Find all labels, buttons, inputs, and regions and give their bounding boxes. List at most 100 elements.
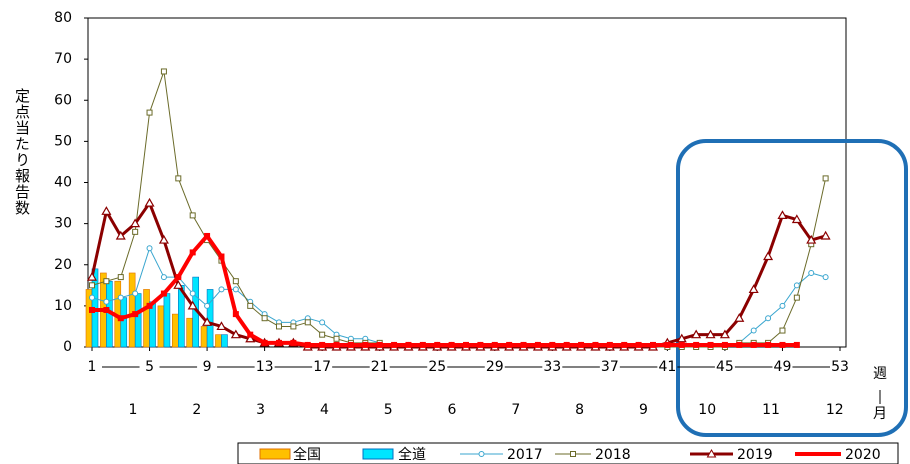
point — [678, 341, 685, 348]
legend-swatch — [362, 448, 394, 460]
point — [779, 302, 786, 309]
point — [463, 341, 469, 348]
point — [822, 274, 829, 281]
point — [793, 294, 800, 301]
point — [793, 341, 800, 348]
point — [103, 278, 110, 285]
point — [247, 331, 254, 338]
legend-label: 2017 — [507, 447, 543, 463]
bar — [172, 313, 179, 348]
point — [216, 321, 227, 331]
point — [705, 329, 716, 339]
point — [777, 210, 788, 219]
point — [146, 245, 153, 252]
y-tick-label: 50 — [54, 133, 72, 149]
point — [319, 341, 326, 348]
point — [748, 284, 759, 294]
plot-frame — [87, 17, 847, 348]
bar — [120, 297, 128, 348]
x-tick-label: 37 — [601, 359, 619, 375]
point — [820, 230, 831, 240]
point — [175, 274, 182, 281]
month-label: 1 — [129, 402, 138, 418]
point — [391, 341, 398, 348]
x-tick-label: 41 — [658, 359, 676, 375]
legend-marker — [706, 448, 717, 458]
x-tick-label: 33 — [543, 359, 561, 375]
point — [130, 218, 141, 228]
x-tick-label: 1 — [88, 359, 97, 375]
point — [806, 234, 817, 244]
point — [173, 280, 184, 289]
x-axis-label: 週 — [873, 366, 887, 382]
point — [261, 315, 268, 322]
point — [218, 253, 225, 260]
legend-label: 2018 — [595, 447, 631, 463]
month-label: 10 — [698, 402, 716, 418]
point — [822, 175, 829, 182]
bar — [221, 334, 228, 348]
point — [779, 341, 786, 348]
x-tick-label: 21 — [371, 359, 389, 375]
line — [90, 201, 827, 349]
month-label: 8 — [575, 402, 584, 418]
point — [606, 341, 613, 348]
legend-label: 2020 — [845, 447, 881, 463]
month-label: 9 — [639, 402, 648, 418]
point — [763, 251, 774, 261]
x-tick-label: 49 — [774, 359, 792, 375]
x-tick-label: 53 — [831, 359, 849, 375]
point — [132, 311, 139, 318]
point — [189, 290, 196, 297]
point — [187, 300, 198, 310]
point — [333, 341, 340, 348]
point — [245, 333, 256, 343]
y-tick-label: 10 — [54, 298, 72, 314]
point — [563, 341, 570, 348]
point — [204, 232, 211, 239]
point — [736, 341, 743, 348]
point — [276, 339, 282, 346]
point — [362, 341, 369, 348]
point — [405, 341, 412, 348]
point — [146, 109, 153, 116]
point — [621, 341, 628, 348]
bar — [186, 317, 193, 348]
x-tick-label: 5 — [145, 359, 154, 375]
month-label: 11 — [762, 402, 780, 418]
point — [115, 230, 126, 240]
point — [232, 278, 239, 285]
point — [103, 298, 110, 305]
month-label: 7 — [511, 402, 520, 418]
point — [304, 319, 311, 326]
point — [719, 329, 730, 339]
y-tick-label: 30 — [54, 216, 72, 232]
point — [650, 341, 656, 348]
point — [691, 329, 702, 339]
point — [218, 286, 225, 293]
point — [750, 327, 757, 334]
point — [808, 269, 815, 276]
bar — [215, 334, 222, 348]
point — [160, 290, 167, 297]
point — [676, 333, 687, 343]
point — [247, 302, 254, 309]
y-tick-label: 0 — [63, 339, 72, 355]
point — [434, 341, 441, 348]
point — [144, 197, 155, 207]
bar — [163, 293, 171, 348]
point — [101, 206, 112, 215]
point — [779, 327, 786, 334]
point — [707, 341, 714, 348]
legend-marker — [478, 451, 485, 457]
point — [419, 341, 426, 348]
x-tick-label: 9 — [203, 359, 212, 375]
point — [347, 341, 354, 348]
point — [376, 341, 383, 348]
bar — [206, 289, 214, 348]
point — [448, 341, 455, 348]
month-label: 2 — [192, 402, 201, 418]
bar — [200, 326, 208, 348]
y-tick-label: 70 — [54, 51, 72, 67]
